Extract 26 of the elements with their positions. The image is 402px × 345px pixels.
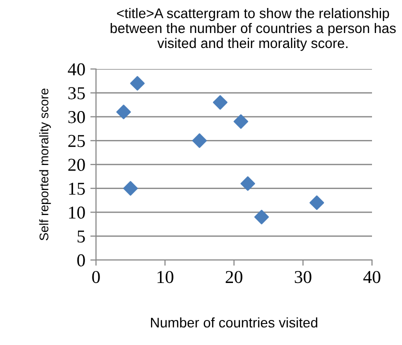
y-tick-label: 40 <box>68 63 85 76</box>
x-tick-label: 0 <box>92 270 100 284</box>
x-tick-label: 20 <box>226 270 242 284</box>
point <box>123 181 138 196</box>
x-axis-title: Number of countries visited <box>151 317 318 328</box>
x-tick-label: 30 <box>294 270 312 284</box>
y-tick-label: 25 <box>68 134 85 148</box>
point <box>192 133 207 148</box>
point <box>240 176 256 191</box>
y-tick-label: 30 <box>68 111 85 124</box>
point <box>212 95 228 110</box>
point <box>310 195 324 210</box>
point <box>130 76 145 91</box>
point <box>116 104 131 120</box>
y-tick-label: 35 <box>68 87 85 100</box>
x-tick-label: 40 <box>363 270 380 284</box>
point <box>234 114 248 129</box>
point <box>254 210 269 224</box>
y-tick-label: 20 <box>68 158 85 171</box>
chart-title: <title>A scattergram to show the relationship between the number of countries a person has visited and their morality score. <box>110 8 396 51</box>
y-tick-label: 0 <box>77 254 85 266</box>
y-tick-label: 10 <box>69 206 85 219</box>
x-tick-label: 10 <box>158 270 174 284</box>
y-tick-label: 15 <box>69 182 85 195</box>
y-axis-title: Self reported morality score <box>39 88 51 240</box>
y-tick-label: 5 <box>78 230 85 243</box>
